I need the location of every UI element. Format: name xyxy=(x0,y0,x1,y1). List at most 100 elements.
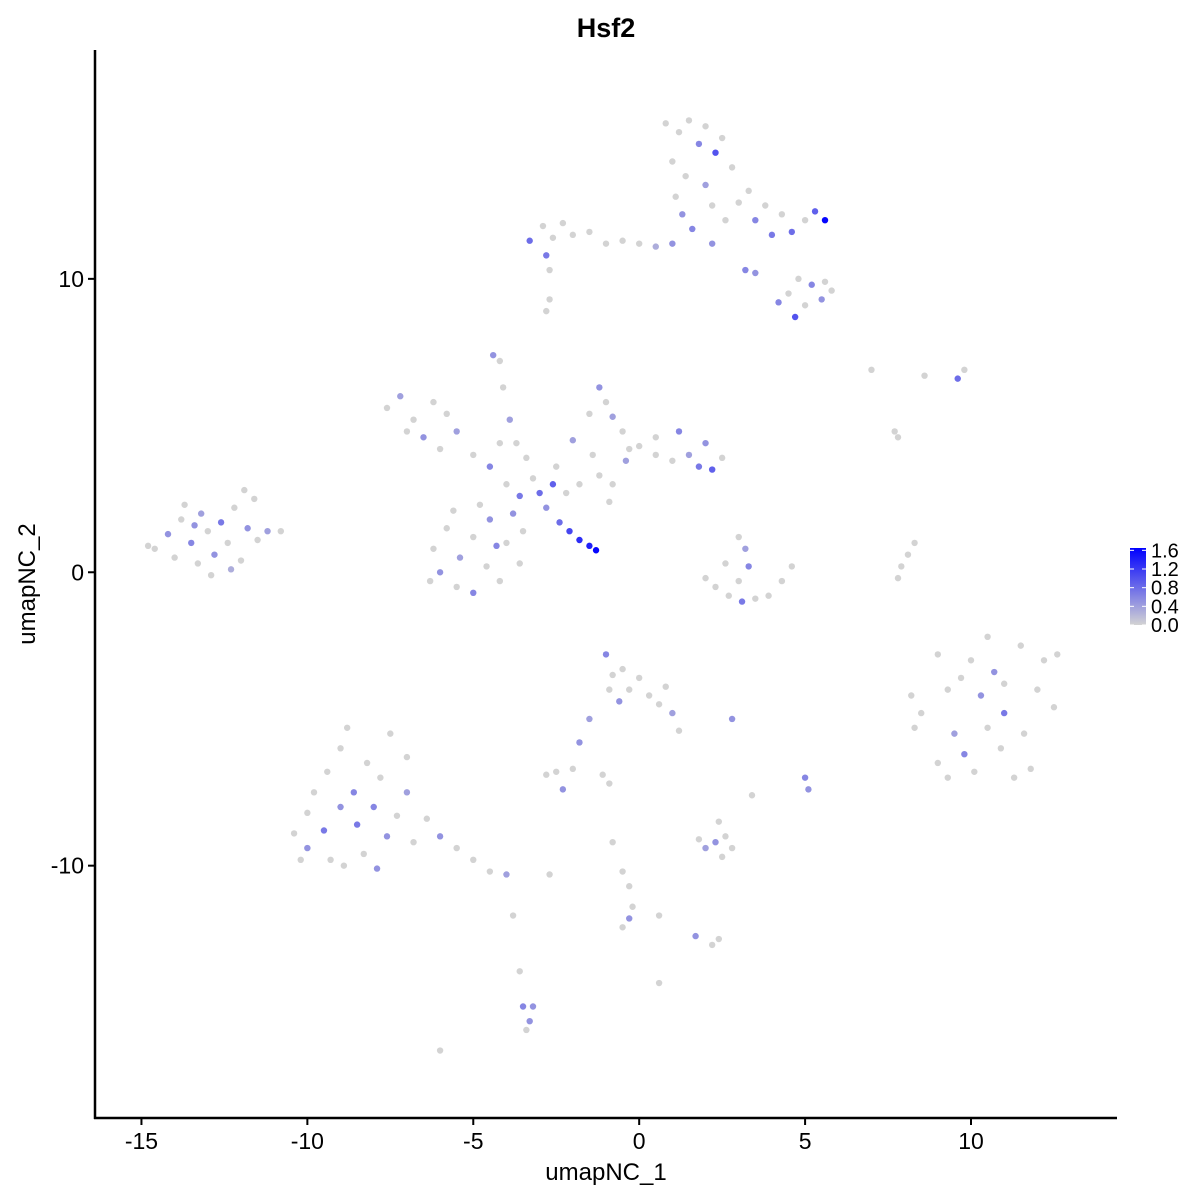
expressing-cell-point xyxy=(566,527,573,535)
expressing-cell-point xyxy=(304,844,311,852)
expressing-cell-point xyxy=(742,545,749,552)
cell-point xyxy=(748,792,756,799)
expressing-cell-point xyxy=(586,542,593,550)
cell-point xyxy=(529,475,537,482)
cell-point xyxy=(801,302,809,309)
cell-point xyxy=(708,202,716,209)
cell-point xyxy=(662,683,669,690)
cell-point xyxy=(944,686,951,693)
cell-point xyxy=(499,384,507,391)
expressing-cell-point xyxy=(576,739,583,746)
expressing-cell-point xyxy=(543,252,550,259)
cell-point xyxy=(745,187,752,195)
expressing-cell-point xyxy=(728,715,736,723)
expressing-cell-point xyxy=(337,803,344,811)
expressing-cell-point xyxy=(768,231,776,239)
cell-point xyxy=(722,216,729,224)
cell-point xyxy=(728,164,736,171)
cell-point xyxy=(944,774,951,781)
cell-point xyxy=(669,158,676,165)
cell-point xyxy=(569,231,577,239)
cell-point xyxy=(1010,774,1018,781)
expressing-cell-point xyxy=(529,1003,537,1010)
cell-point xyxy=(609,671,616,679)
cell-point xyxy=(619,665,626,673)
cell-point xyxy=(672,193,679,200)
cell-point xyxy=(470,451,477,459)
cell-point xyxy=(735,577,742,585)
cell-point xyxy=(254,536,261,544)
cell-point xyxy=(821,278,829,285)
expressing-cell-point xyxy=(679,211,686,218)
colorbar-label: 0.8 xyxy=(1151,578,1179,600)
expressing-cell-point xyxy=(775,299,782,306)
cell-point xyxy=(443,410,450,418)
expressing-cell-point xyxy=(420,434,427,441)
cell-point xyxy=(708,941,716,949)
cell-point xyxy=(237,557,245,564)
cell-point xyxy=(543,307,550,315)
expressing-cell-point xyxy=(702,181,709,189)
expressing-cell-point xyxy=(227,566,235,573)
expressing-cell-point xyxy=(745,563,752,570)
cell-point xyxy=(559,219,567,227)
cell-point xyxy=(695,836,703,843)
cell-point xyxy=(546,266,553,274)
cell-point xyxy=(908,692,915,699)
expressing-cell-point xyxy=(506,416,513,423)
cell-point xyxy=(251,495,258,503)
expressing-cell-point xyxy=(188,539,195,547)
cell-point xyxy=(762,202,769,209)
cell-point xyxy=(423,815,431,822)
cell-point xyxy=(596,472,603,479)
expressing-cell-point xyxy=(951,730,958,737)
cell-point xyxy=(181,501,188,508)
cell-point xyxy=(553,463,560,470)
colorbar-label: 0.4 xyxy=(1151,596,1179,618)
cell-point xyxy=(231,504,238,511)
cell-point xyxy=(934,759,942,767)
expressing-cell-point xyxy=(489,351,497,359)
cell-point xyxy=(778,211,786,218)
y-tick-label: 0 xyxy=(71,559,84,585)
cell-point xyxy=(360,850,367,858)
expressing-cell-point xyxy=(669,709,676,717)
cell-point xyxy=(718,853,726,861)
expressing-cell-point xyxy=(403,789,411,796)
x-axis-ticks: -15 -10 -5 0 5 10 xyxy=(125,1118,984,1154)
cell-point xyxy=(393,812,401,819)
cell-point xyxy=(722,560,729,567)
cell-point xyxy=(337,745,344,752)
cell-point xyxy=(403,753,411,761)
colorbar xyxy=(1130,548,1146,625)
cell-point xyxy=(340,862,348,869)
cell-point xyxy=(476,501,484,508)
cell-point xyxy=(984,724,991,731)
cell-point xyxy=(635,442,643,450)
cell-point xyxy=(207,571,215,579)
cell-point xyxy=(728,844,736,852)
cell-point xyxy=(453,844,460,852)
cell-point xyxy=(151,545,158,552)
expressing-cell-point xyxy=(752,216,759,224)
cell-point xyxy=(725,592,732,599)
expressing-cell-point xyxy=(702,439,709,447)
colorbar-label: 1.6 xyxy=(1151,540,1179,562)
cell-point xyxy=(718,134,726,142)
expressing-cell-point xyxy=(616,698,623,705)
expressing-cell-point xyxy=(353,821,361,828)
cell-point xyxy=(204,527,212,535)
x-axis-title: umapNC_1 xyxy=(545,1159,666,1186)
expressing-cell-point xyxy=(383,833,391,840)
cell-point xyxy=(310,789,318,796)
cell-point xyxy=(430,545,437,552)
cell-point xyxy=(290,830,298,837)
cell-point xyxy=(1000,680,1008,687)
cell-point xyxy=(553,768,560,775)
expressing-cell-point xyxy=(788,228,796,236)
cell-point xyxy=(549,234,557,241)
cell-point xyxy=(546,871,553,878)
expressing-cell-point xyxy=(596,384,603,391)
cell-point xyxy=(599,771,606,778)
expressing-cell-point xyxy=(569,437,577,444)
